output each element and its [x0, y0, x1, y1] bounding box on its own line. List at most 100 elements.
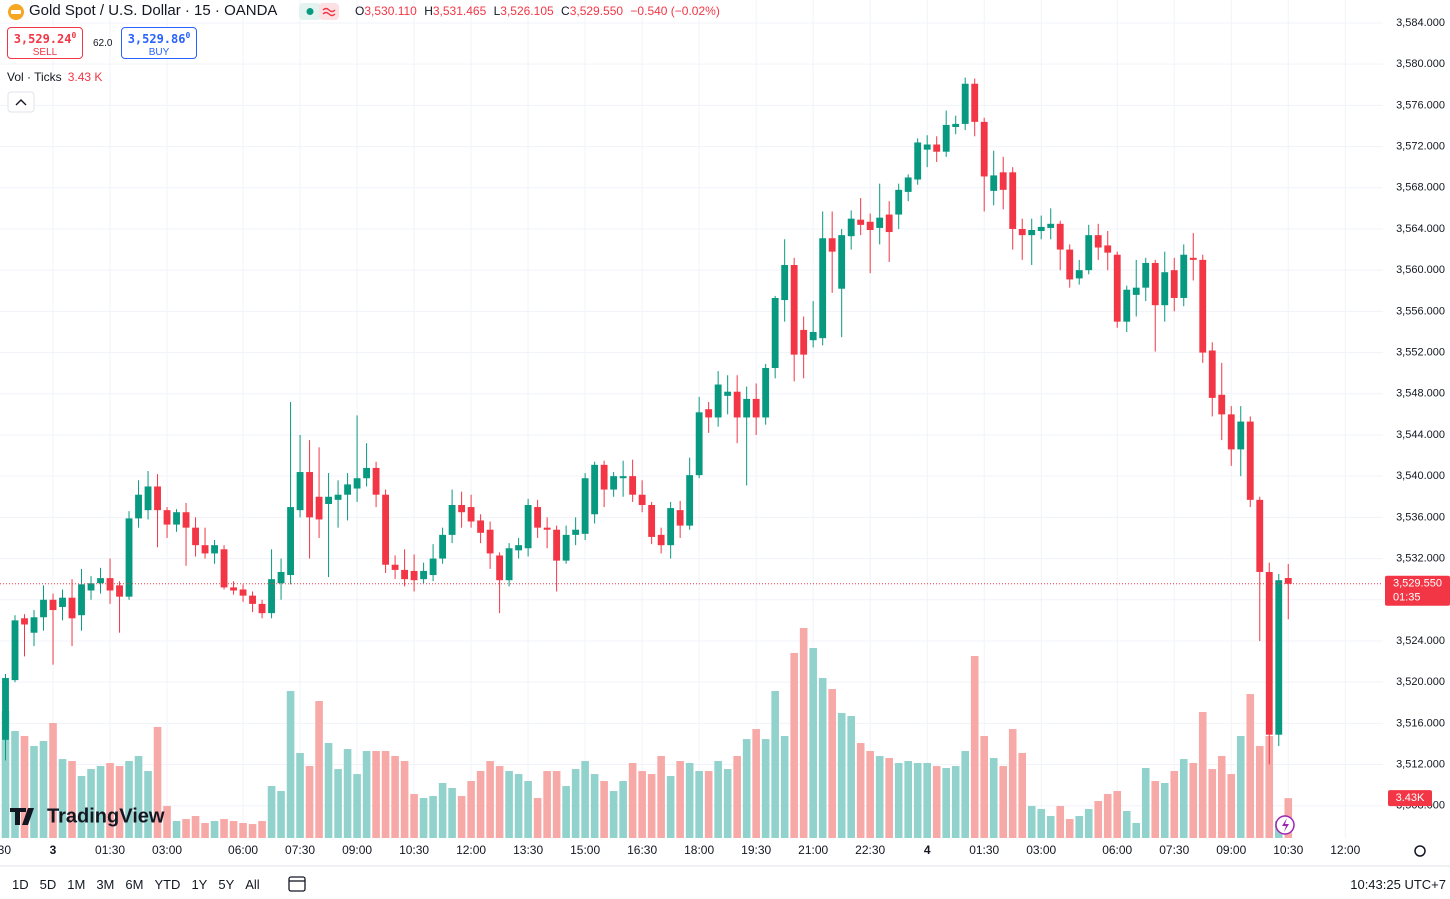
- volume-bar: [467, 781, 475, 838]
- ohlc-key: C: [561, 4, 570, 18]
- candle-body: [515, 545, 523, 551]
- y-tick-label: 3,532.000: [1396, 552, 1445, 564]
- range-button[interactable]: YTD: [154, 877, 181, 892]
- volume-bar: [1008, 729, 1017, 838]
- range-button[interactable]: 1D: [12, 877, 29, 892]
- range-button[interactable]: 1M: [67, 877, 86, 892]
- candle-body: [1047, 223, 1055, 228]
- candle-body: [1237, 421, 1245, 450]
- candle-body: [467, 507, 475, 522]
- candle-body: [1037, 226, 1045, 232]
- collapse-button[interactable]: [7, 91, 35, 113]
- candle-body: [1275, 580, 1283, 735]
- volume-bar: [1179, 759, 1188, 838]
- volume-bar: [210, 821, 219, 838]
- candle-body: [1075, 270, 1083, 279]
- ohlc-key: H: [424, 4, 433, 18]
- ohlc-value: 3,530.110: [364, 4, 417, 18]
- candle-body: [106, 578, 114, 591]
- volume-bar: [970, 656, 979, 838]
- x-tick-label: 03:00: [152, 843, 182, 857]
- sell-price-main: 3,529.24: [13, 32, 72, 46]
- candle-body: [923, 144, 931, 150]
- candle-body: [971, 83, 979, 122]
- candle-body: [49, 599, 57, 611]
- volume-bar: [904, 761, 912, 838]
- candle-body: [249, 595, 256, 604]
- candle-body: [1218, 394, 1226, 415]
- volume-bar: [1, 711, 10, 838]
- alert-bolt: [1282, 818, 1289, 832]
- x-tick-label: 3: [50, 843, 57, 857]
- candle-body: [1056, 223, 1064, 250]
- candle-body: [819, 238, 827, 339]
- candle-body: [1094, 235, 1102, 248]
- candle-body: [1009, 172, 1017, 229]
- volume-bar: [58, 759, 67, 838]
- candle-body: [676, 510, 684, 526]
- volume-bar: [1227, 774, 1236, 838]
- candle-body: [192, 527, 199, 546]
- range-button[interactable]: 5Y: [218, 877, 235, 892]
- candle-body: [220, 549, 228, 588]
- candle-body: [619, 476, 627, 479]
- candle-body: [1170, 270, 1178, 298]
- x-tick-label: 16:30: [627, 843, 657, 857]
- date-range-icon[interactable]: [288, 876, 306, 892]
- volume-bar: [638, 771, 646, 838]
- candle-body: [838, 235, 846, 289]
- candle-body: [1246, 421, 1254, 500]
- candle-body: [287, 507, 294, 576]
- volume-bar: [552, 771, 561, 838]
- volume-bar: [514, 774, 523, 838]
- volume-bar: [96, 766, 105, 838]
- range-button[interactable]: All: [245, 877, 260, 892]
- candle-body: [296, 472, 304, 511]
- volume-bar: [20, 736, 29, 838]
- volume-bar: [505, 771, 513, 838]
- volume-bar: [771, 691, 779, 838]
- x-tick-label: 13:30: [513, 843, 543, 857]
- volume-bar: [1132, 823, 1141, 838]
- y-tick-label: 3,516.000: [1396, 717, 1445, 729]
- watermark: TradingView: [47, 805, 165, 827]
- candle-body: [496, 555, 504, 581]
- candle-body: [59, 597, 66, 607]
- last-volume-label: 3.43K: [1396, 792, 1425, 804]
- buy-price-main: 3,529.86: [127, 32, 186, 46]
- buy-button[interactable]: 3,529.860 BUY: [121, 27, 197, 59]
- ohlc-value: 3,529.550: [569, 4, 624, 18]
- range-button[interactable]: 5D: [39, 877, 57, 892]
- volume-bar: [49, 723, 57, 838]
- candle-body: [163, 510, 171, 525]
- candle-body: [1227, 414, 1235, 450]
- settings-icon[interactable]: [1414, 845, 1426, 857]
- sell-button[interactable]: 3,529.240 SELL: [7, 27, 83, 59]
- candle-body: [933, 144, 941, 152]
- candle-body: [553, 529, 561, 561]
- collapse-icon: [15, 99, 27, 106]
- range-button[interactable]: 6M: [125, 877, 144, 892]
- candle-body: [1132, 287, 1140, 295]
- volume-bar: [125, 761, 133, 838]
- volume-bar: [1065, 819, 1074, 838]
- volume-bar: [486, 761, 494, 838]
- volume-bar: [391, 756, 399, 838]
- range-button[interactable]: 3M: [96, 877, 115, 892]
- candle-body: [1085, 235, 1093, 271]
- candle-body: [1028, 229, 1036, 236]
- volume-bar: [609, 791, 618, 838]
- volume-bar: [115, 766, 124, 838]
- candle-body: [391, 564, 399, 570]
- volume-bar: [714, 761, 722, 838]
- volume-bar: [847, 716, 855, 838]
- candle-body: [182, 512, 190, 528]
- y-tick-label: 3,540.000: [1396, 470, 1445, 482]
- candle-body: [534, 507, 542, 528]
- volume-bar: [1246, 694, 1255, 838]
- volume-bar: [495, 766, 504, 838]
- candle-body: [800, 329, 808, 355]
- range-button[interactable]: 1Y: [191, 877, 208, 892]
- x-tick-label: 07:30: [1159, 843, 1189, 857]
- volume-bar: [277, 791, 285, 838]
